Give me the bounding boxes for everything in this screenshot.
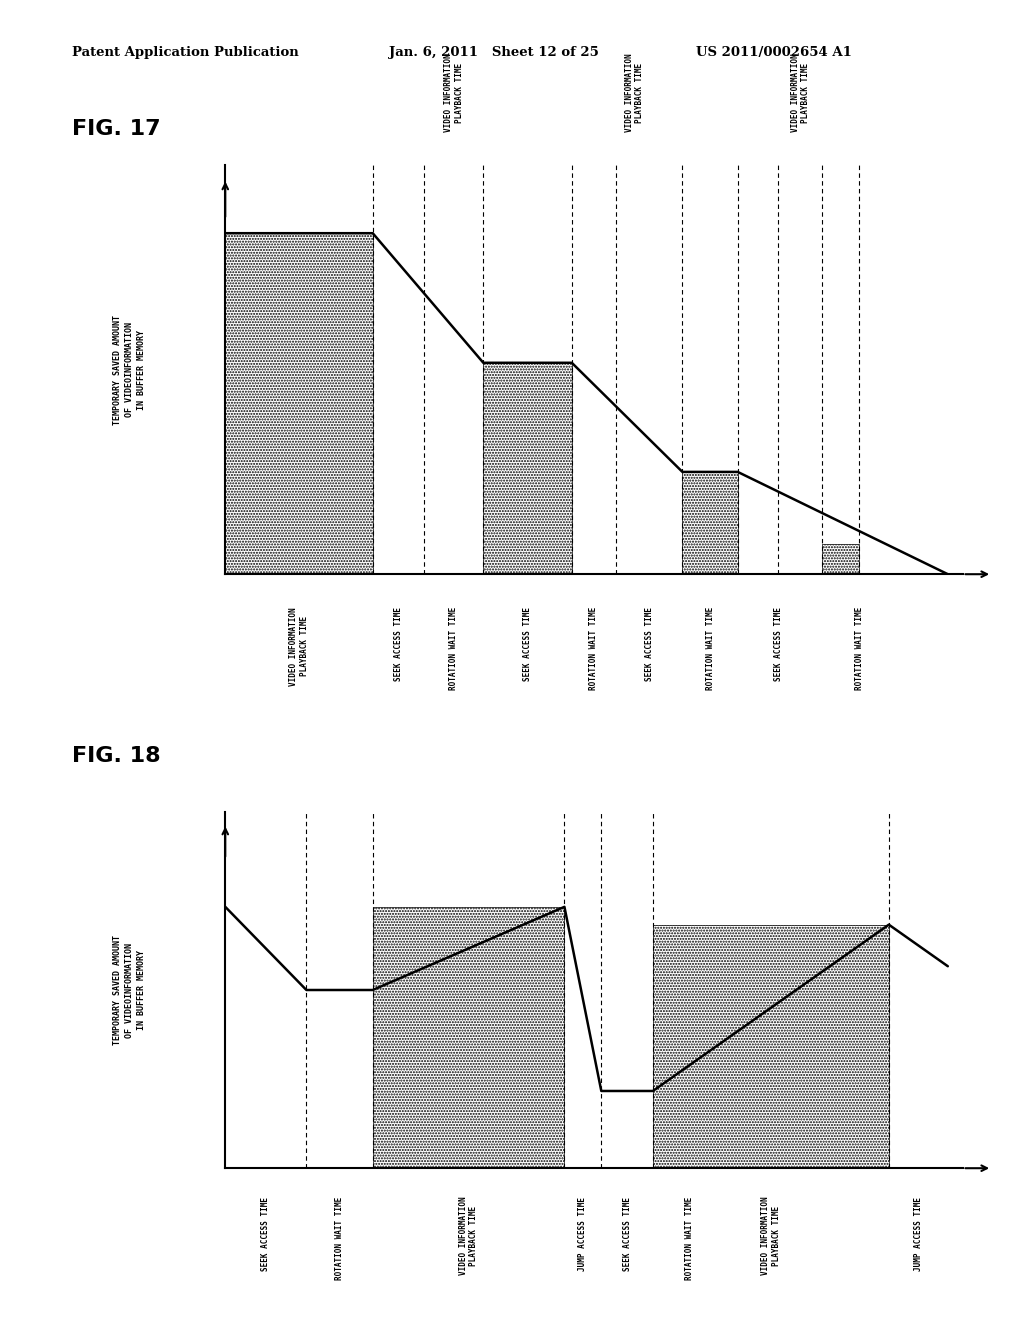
- Text: ROTATION WAIT TIME: ROTATION WAIT TIME: [706, 607, 715, 690]
- Bar: [225, 234, 373, 574]
- Text: ROTATION WAIT TIME: ROTATION WAIT TIME: [685, 1197, 694, 1280]
- Text: US 2011/0002654 A1: US 2011/0002654 A1: [696, 46, 852, 59]
- Text: VIDEO INFORMATION
PLAYBACK TIME: VIDEO INFORMATION PLAYBACK TIME: [459, 1197, 478, 1275]
- Bar: [822, 544, 859, 574]
- Text: TEMPORARY SAVED AMOUNT
OF VIDEOINFORMATION
IN BUFFER MEMORY: TEMPORARY SAVED AMOUNT OF VIDEOINFORMATI…: [113, 935, 145, 1045]
- Text: ROTATION WAIT TIME: ROTATION WAIT TIME: [450, 607, 459, 690]
- Text: SEEK ACCESS TIME: SEEK ACCESS TIME: [623, 1197, 632, 1271]
- Bar: [653, 925, 889, 1168]
- Text: SEEK ACCESS TIME: SEEK ACCESS TIME: [774, 607, 782, 681]
- Bar: [682, 473, 737, 574]
- Text: VIDEO INFORMATION
PLAYBACK TIME: VIDEO INFORMATION PLAYBACK TIME: [444, 54, 464, 132]
- Text: FIG. 17: FIG. 17: [72, 119, 161, 139]
- Text: FIG. 18: FIG. 18: [72, 746, 161, 766]
- Text: SEEK ACCESS TIME: SEEK ACCESS TIME: [261, 1197, 270, 1271]
- Text: TEMPORARY SAVED AMOUNT
OF VIDEOINFORMATION
IN BUFFER MEMORY: TEMPORARY SAVED AMOUNT OF VIDEOINFORMATI…: [113, 314, 145, 425]
- Text: JUMP ACCESS TIME: JUMP ACCESS TIME: [579, 1197, 588, 1271]
- Text: SEEK ACCESS TIME: SEEK ACCESS TIME: [394, 607, 403, 681]
- Text: SEEK ACCESS TIME: SEEK ACCESS TIME: [645, 607, 653, 681]
- Bar: [373, 907, 564, 1168]
- Text: ROTATION WAIT TIME: ROTATION WAIT TIME: [855, 607, 864, 690]
- Text: VIDEO INFORMATION
PLAYBACK TIME: VIDEO INFORMATION PLAYBACK TIME: [791, 54, 810, 132]
- Text: Jan. 6, 2011   Sheet 12 of 25: Jan. 6, 2011 Sheet 12 of 25: [389, 46, 599, 59]
- Text: Patent Application Publication: Patent Application Publication: [72, 46, 298, 59]
- Text: ROTATION WAIT TIME: ROTATION WAIT TIME: [590, 607, 598, 690]
- Text: VIDEO INFORMATION
PLAYBACK TIME: VIDEO INFORMATION PLAYBACK TIME: [290, 607, 308, 685]
- Text: JUMP ACCESS TIME: JUMP ACCESS TIME: [913, 1197, 923, 1271]
- Text: VIDEO INFORMATION
PLAYBACK TIME: VIDEO INFORMATION PLAYBACK TIME: [761, 1197, 780, 1275]
- Text: ROTATION WAIT TIME: ROTATION WAIT TIME: [335, 1197, 344, 1280]
- Bar: [483, 363, 571, 574]
- Text: SEEK ACCESS TIME: SEEK ACCESS TIME: [523, 607, 532, 681]
- Text: VIDEO INFORMATION
PLAYBACK TIME: VIDEO INFORMATION PLAYBACK TIME: [625, 54, 644, 132]
